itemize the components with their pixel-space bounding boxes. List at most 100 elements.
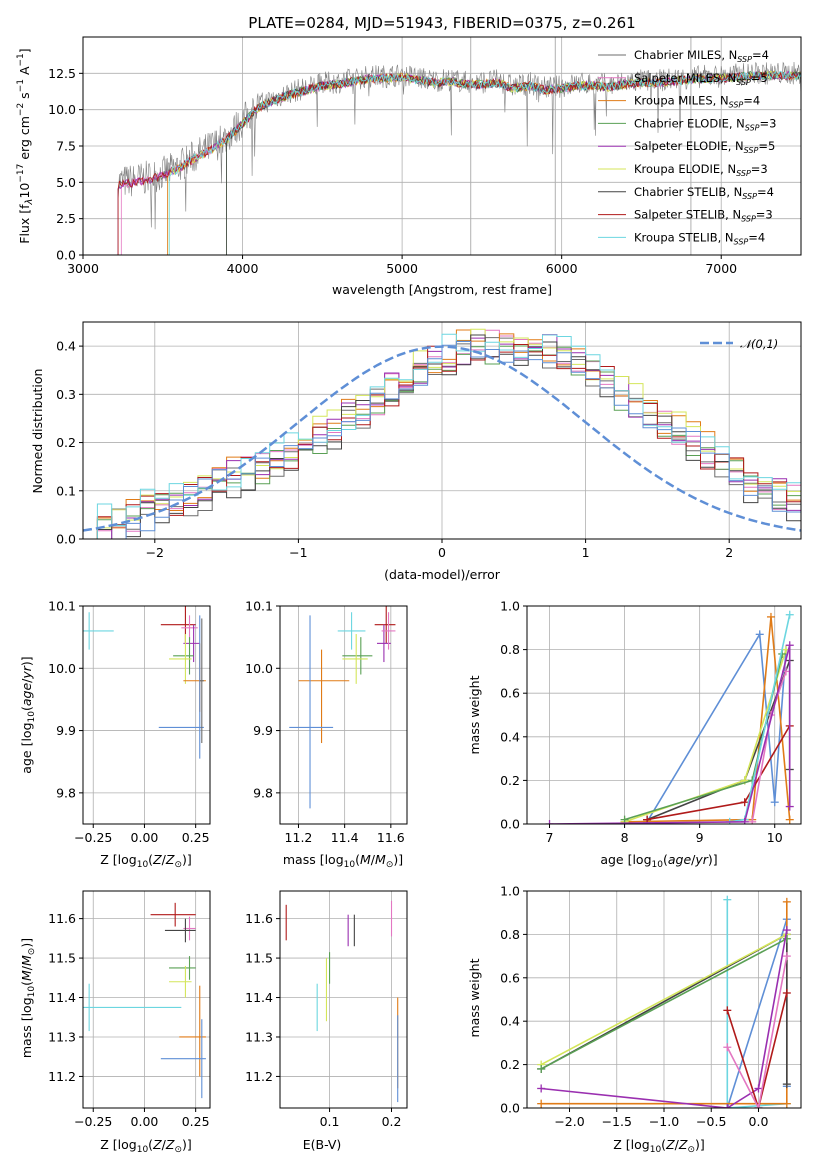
tick-label-y: 9.8: [253, 785, 273, 800]
massZ-xlabel: Z [log10(Z/Z⊙)]: [100, 1137, 192, 1155]
spectrum-xlabel: wavelength [Angstrom, rest frame]: [332, 282, 552, 297]
tick-label-x: 10: [767, 830, 783, 845]
tick-label-x: 11.4: [331, 830, 359, 845]
tick-label-y: 2.5: [56, 211, 76, 226]
tick-label-x: 0.1: [320, 1114, 340, 1129]
age_vs_Z-axes: −0.25 0.00 0.25 9.8 9.9 10.0 10.1: [48, 599, 210, 845]
weight-line: [726, 955, 788, 1108]
tick-label-x: 11.2: [285, 830, 313, 845]
mass_vs_ebv-axes: 0.1 0.2 11.2 11.3 11.4 11.5 11.6: [245, 891, 407, 1129]
wZ-xlabel: Z [log10(Z/Z⊙)]: [613, 1137, 705, 1155]
tick-label-y: 11.3: [48, 1029, 76, 1044]
tick-label-y: 1.0: [500, 884, 520, 899]
age-vs-Z-points: [83, 606, 206, 759]
weight-line: [540, 933, 788, 1066]
mass-vs-Z-frame: [82, 890, 211, 1109]
tick-label-y: 11.2: [48, 1069, 76, 1084]
tick-label-x: 0.25: [182, 830, 210, 845]
tick-label-x: 0.0: [749, 1114, 769, 1129]
histograms: [83, 328, 801, 539]
tick-label-x: −1.0: [649, 1114, 679, 1129]
tick-label-y: 11.4: [245, 990, 273, 1005]
tick-label-x: 6000: [546, 261, 578, 276]
tick-label-y: 0.6: [500, 970, 520, 985]
weight-line: [540, 937, 788, 1070]
mass-vs-ebv-frame: [279, 890, 408, 1109]
tick-label-x: 3000: [67, 261, 99, 276]
tick-label-x: 4000: [227, 261, 259, 276]
tick-label-y: 0.4: [500, 1014, 520, 1029]
tick-label-x: −0.5: [696, 1114, 726, 1129]
tick-label-x: −2.0: [554, 1114, 584, 1129]
tick-label-y: 0.0: [500, 817, 520, 832]
tick-label-x: 5000: [386, 261, 418, 276]
tick-label-y: 7.5: [56, 139, 76, 154]
spectrum-ylabel: Flux [fλ10−17 erg cm−2 s−1 A−1]: [16, 48, 35, 243]
tick-label-y: 0.0: [56, 248, 76, 263]
tick-label-x: −1: [289, 545, 307, 560]
legend-label: Salpeter STELIB, NSSP=3: [634, 208, 773, 224]
tick-label-x: 0.00: [131, 830, 159, 845]
tick-label-y: 11.3: [245, 1029, 273, 1044]
tick-label-x: 0.00: [131, 1114, 159, 1129]
weight-line: [549, 645, 791, 824]
legend-label: Chabrier STELIB, NSSP=4: [634, 185, 774, 201]
tick-label-y: 9.9: [56, 723, 76, 738]
legend-label: Chabrier ELODIE, NSSP=3: [634, 116, 776, 132]
weight-vs-Z-frame: [526, 890, 802, 1109]
age-vs-mass-frame: [279, 605, 408, 825]
spectrum-traces: [117, 37, 801, 255]
model-spectrum-kroupa_stelib: [168, 69, 801, 255]
ebv-xlabel: E(B-V): [303, 1137, 342, 1152]
tick-label-y: 0.8: [500, 927, 520, 942]
tick-label-x: 1: [582, 545, 590, 560]
histogram-alt_blue: [83, 341, 801, 539]
tick-label-x: 0: [438, 545, 446, 560]
tick-label-y: 11.6: [48, 911, 76, 926]
age_vs_mass-axes: 11.2 11.4 11.6 9.8 9.9 10.0 10.1: [245, 599, 407, 845]
tick-label-y: 0.2: [56, 435, 76, 450]
spectrum-frame: [82, 36, 802, 256]
weight-vs-age-series: [545, 610, 794, 824]
residual-frame: [82, 321, 802, 540]
tick-label-y: 11.5: [245, 951, 273, 966]
chart-title: PLATE=0284, MJD=51943, FIBERID=0375, z=0…: [248, 14, 635, 32]
mass-vs-Z-points: [83, 902, 206, 1099]
tick-label-y: 11.5: [48, 951, 76, 966]
spectrum-axes: 3000 4000 5000 6000 7000 0.0 2.5 5.0 7.5 10.0 12.5: [48, 37, 801, 276]
ageZ-ylabel: age [log10(age/yr)]: [19, 656, 37, 773]
wage-xlabel: age [log10(age/yr)]: [600, 852, 717, 870]
tick-label-x: 9: [696, 830, 704, 845]
tick-label-y: 5.0: [56, 175, 76, 190]
tick-label-x: −2: [146, 545, 164, 560]
tick-label-y: 12.5: [48, 66, 76, 81]
tick-label-y: 0.8: [500, 642, 520, 657]
spectrum-legend: Chabrier MILES, NSSP=4 Salpeter MILES, NS…: [598, 48, 776, 246]
weight-line: [624, 616, 791, 823]
weight-line: [646, 660, 791, 821]
tick-label-y: 10.0: [245, 661, 273, 676]
plot-layer: 3000 4000 5000 6000 70000.02.55.07.510.012.5…: [48, 36, 802, 1129]
weight-line: [726, 992, 788, 1108]
tick-label-y: 0.3: [56, 387, 76, 402]
residual-xlabel: (data-model)/error: [384, 567, 501, 582]
weight-line: [541, 929, 788, 1108]
residual-ylabel: Normed distribution: [30, 369, 45, 494]
tick-label-y: 0.2: [500, 1057, 520, 1072]
ageZ-xlabel: Z [log10(Z/Z⊙)]: [100, 852, 192, 870]
legend-label: Chabrier MILES, NSSP=4: [634, 48, 769, 64]
agemass-xlabel: mass [log10(M/M⊙)]: [283, 852, 403, 870]
wage-ylabel: mass weight: [467, 675, 482, 754]
age-vs-Z-frame: [82, 605, 211, 825]
tick-label-y: 1.0: [500, 599, 520, 614]
gaussian-curve: [83, 345, 801, 532]
massZ-ylabel: mass [log10(M/M⊙)]: [19, 938, 37, 1058]
tick-label-x: 0.25: [182, 1114, 210, 1129]
tick-label-y: 0.0: [56, 532, 76, 547]
tick-label-y: 0.4: [500, 729, 520, 744]
legend-label: Salpeter ELODIE, NSSP=5: [634, 139, 775, 155]
tick-label-y: 9.8: [56, 785, 76, 800]
mass-vs-ebv-points: [285, 900, 399, 1103]
tick-label-x: 2: [725, 545, 733, 560]
